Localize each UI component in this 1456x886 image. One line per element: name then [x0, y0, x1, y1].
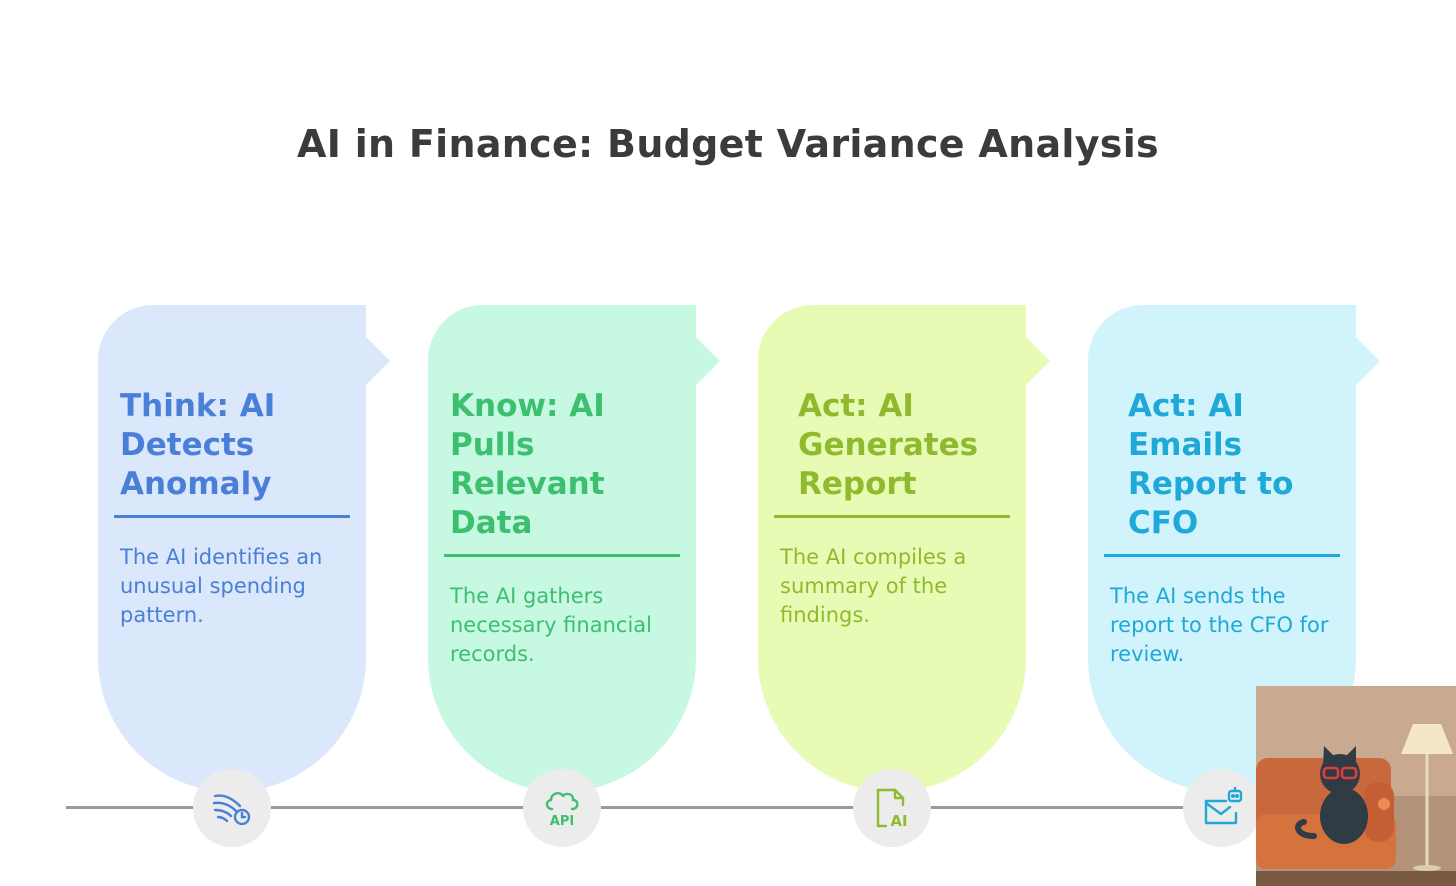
step-card-act-email: Act: AI Emails Report to CFO The AI send… [1088, 305, 1380, 792]
timeline-node-think [193, 769, 271, 847]
step-description: The AI identifies an unusual spending pa… [120, 545, 323, 627]
step-title: Know: AI Pulls Relevant Data [450, 388, 605, 541]
icon-label: AI [890, 812, 907, 830]
timeline-line [66, 806, 1382, 809]
cloud-api-icon: API [545, 792, 579, 829]
step-divider [774, 515, 1010, 518]
step-card-think: Think: AI Detects Anomaly The AI identif… [98, 305, 390, 792]
document-ai-icon: AI [876, 788, 908, 830]
step-divider [444, 554, 680, 557]
timeline-node-know: API [523, 769, 601, 847]
card-pointer [694, 335, 720, 387]
timeline-node-email [1183, 769, 1261, 847]
step-title: Act: AI Emails Report to CFO [1128, 388, 1294, 541]
card-pointer [1354, 335, 1380, 387]
icon-label: API [550, 814, 574, 829]
timeline-node-report: AI [853, 769, 931, 847]
step-description: The AI gathers necessary financial recor… [450, 584, 652, 666]
cat-illustration-thumbnail [1256, 686, 1456, 886]
card-pointer [364, 335, 390, 387]
step-description: The AI compiles a summary of the finding… [780, 545, 967, 627]
step-description: The AI sends the report to the CFO for r… [1110, 584, 1329, 666]
card-pointer [1024, 335, 1050, 387]
step-divider [114, 515, 350, 518]
step-title: Think: AI Detects Anomaly [120, 388, 276, 502]
page-title: AI in Finance: Budget Variance Analysis [297, 122, 1159, 166]
wind-clock-icon [212, 794, 251, 826]
step-divider [1104, 554, 1340, 557]
step-card-know: Know: AI Pulls Relevant Data The AI gath… [428, 305, 720, 792]
step-title: Act: AI Generates Report [798, 388, 979, 502]
step-card-act-report: Act: AI Generates Report The AI compiles… [758, 305, 1050, 792]
email-bot-icon [1204, 786, 1243, 825]
